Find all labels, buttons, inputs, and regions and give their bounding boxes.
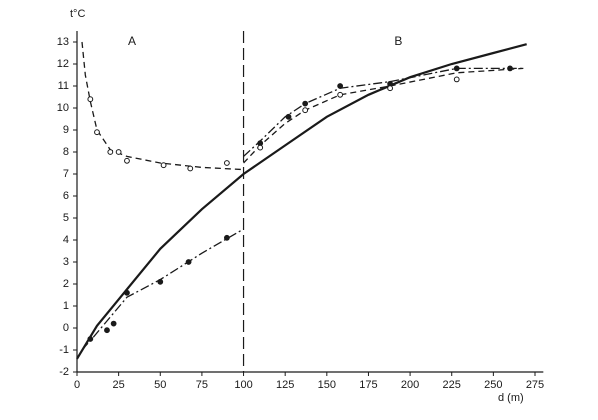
curve xyxy=(76,43,527,360)
y-tick-label: 10 xyxy=(57,102,69,114)
data-point xyxy=(87,336,94,342)
x-tick-label: 75 xyxy=(196,379,208,391)
data-point xyxy=(337,91,344,98)
x-tick-label: 275 xyxy=(526,379,544,391)
data-point xyxy=(387,85,394,92)
y-tick-label: 4 xyxy=(63,234,69,246)
x-tick-label: 250 xyxy=(484,379,502,391)
data-point xyxy=(453,76,460,83)
data-point xyxy=(337,83,344,89)
data-point xyxy=(110,320,117,327)
curve xyxy=(243,67,524,164)
data-point xyxy=(104,327,110,334)
data-point xyxy=(160,162,167,169)
data-point xyxy=(507,65,513,72)
data-point xyxy=(223,160,230,166)
curve xyxy=(81,41,244,171)
y-tick-label: 13 xyxy=(57,36,69,48)
data-point xyxy=(124,289,130,296)
data-point xyxy=(94,129,100,136)
data-point xyxy=(124,157,130,164)
x-tick-label: 100 xyxy=(234,379,252,391)
y-tick-label: 1 xyxy=(63,300,69,312)
data-point xyxy=(302,107,309,114)
data-point xyxy=(302,100,309,107)
y-tick-label: 11 xyxy=(58,80,69,92)
y-tick-label: 6 xyxy=(63,190,69,202)
data-point xyxy=(187,165,194,172)
data-point xyxy=(87,96,94,103)
y-tick-label: -1 xyxy=(59,344,69,356)
x-tick-label: 50 xyxy=(154,379,166,391)
y-tick-label: 0 xyxy=(63,322,69,334)
region-label: A xyxy=(128,34,136,48)
x-tick-label: 0 xyxy=(74,379,80,391)
x-tick-label: 150 xyxy=(318,379,336,391)
data-point xyxy=(107,149,114,155)
y-tick-label: 2 xyxy=(63,278,69,290)
x-tick-label: 175 xyxy=(359,379,377,391)
data-point xyxy=(185,259,192,265)
x-tick-label: 25 xyxy=(113,379,125,391)
curve xyxy=(243,67,524,157)
data-point xyxy=(223,234,230,241)
region-label: B xyxy=(394,34,402,48)
y-axis-label: t°C xyxy=(70,8,85,20)
y-tick-label: 5 xyxy=(63,212,69,224)
y-tick-label: -2 xyxy=(59,366,69,378)
y-tick-label: 8 xyxy=(63,146,69,158)
y-tick-label: 12 xyxy=(57,58,69,70)
x-tick-label: 125 xyxy=(276,379,294,391)
y-tick-label: 7 xyxy=(63,168,69,180)
x-tick-label: 225 xyxy=(443,379,461,391)
data-point xyxy=(157,278,164,285)
data-point xyxy=(453,65,460,72)
y-tick-label: 9 xyxy=(63,124,69,136)
data-point xyxy=(285,113,292,120)
y-tick-label: 3 xyxy=(63,256,69,268)
data-point xyxy=(115,149,122,155)
x-axis-label: d (m) xyxy=(498,392,524,404)
data-point xyxy=(257,144,264,151)
x-tick-label: 200 xyxy=(401,379,419,391)
curve xyxy=(81,228,244,351)
